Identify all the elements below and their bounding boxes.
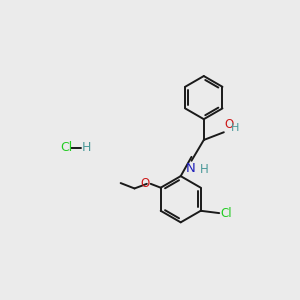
Text: Cl: Cl [60,141,72,154]
Text: H: H [231,123,239,133]
Text: O: O [140,177,149,190]
Text: O: O [225,118,234,131]
Text: N: N [186,161,196,175]
Text: H: H [200,163,209,176]
Text: H: H [82,141,92,154]
Text: Cl: Cl [220,207,232,220]
